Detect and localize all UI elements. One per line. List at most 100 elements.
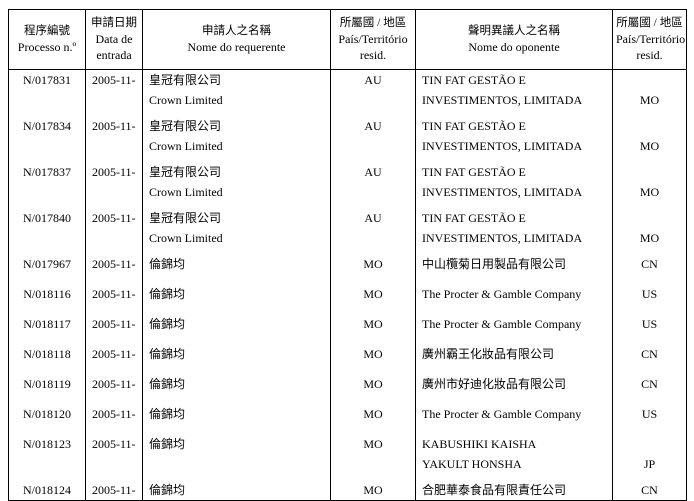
- column-header-opponent: 聲明異議人之名稱 Nome do oponente: [415, 9, 613, 70]
- cell-line: N/017837: [23, 165, 71, 179]
- cell-line: N/018124: [23, 483, 71, 497]
- cell-line: N/018117: [23, 317, 71, 331]
- row-spacer-cell: [415, 394, 613, 404]
- cell-opponent-name: 合肥華泰食品有限責任公司: [415, 480, 613, 501]
- empty-line: [92, 228, 136, 248]
- cell-date: 2005-11-25: [85, 404, 143, 424]
- cell-line: 倫錦均: [149, 377, 186, 391]
- row-spacer-cell: [613, 394, 687, 404]
- row-spacer-cell: [85, 394, 143, 404]
- cell-line: 2005-11-25: [92, 287, 136, 301]
- row-spacer-cell: [85, 274, 143, 284]
- cell-opponent-country: MO: [613, 116, 687, 156]
- row-spacer-cell: [415, 202, 613, 208]
- empty-line: [15, 228, 79, 248]
- row-spacer-cell: [415, 248, 613, 254]
- row-spacer-cell: [415, 424, 613, 434]
- empty-line: [92, 454, 136, 474]
- empty-line: [619, 162, 680, 182]
- row-spacer-cell: [613, 364, 687, 374]
- row-spacer-cell: [85, 110, 143, 116]
- cell-line: N/017834: [23, 119, 71, 133]
- cell-line: Crown Limited: [149, 93, 223, 107]
- cell-date: 2005-11-28: [85, 116, 143, 156]
- cell-line: The Procter & Gamble Company: [422, 407, 582, 421]
- cell-line: The Procter & Gamble Company: [422, 317, 582, 331]
- cell-line: 2005-11-28: [92, 119, 136, 133]
- cell-line: MO: [363, 317, 383, 331]
- row-spacer: [8, 474, 687, 480]
- row-spacer-cell: [85, 334, 143, 344]
- column-header-applicant: 申請人之名稱 Nome do requerente: [142, 9, 331, 70]
- cell-applicant-country: MO: [330, 284, 416, 304]
- row-spacer-cell: [613, 304, 687, 314]
- cell-line: TIN FAT GESTÃO E: [422, 119, 526, 133]
- cell-line: 倫錦均: [149, 483, 186, 497]
- cell-line: KABUSHIKI KAISHA: [422, 437, 537, 451]
- cell-opponent-country: JP: [613, 434, 687, 474]
- row-spacer-cell: [142, 202, 331, 208]
- cell-applicant-country: AU: [330, 116, 416, 156]
- column-header-process: 程序編號 Processo n.º: [8, 9, 86, 70]
- row-spacer-cell: [8, 110, 86, 116]
- empty-line: [337, 228, 409, 248]
- cell-line: Crown Limited: [149, 139, 223, 153]
- cell-line: CN: [641, 377, 658, 391]
- row-spacer-cell: [330, 424, 416, 434]
- row-spacer-cell: [415, 334, 613, 344]
- cell-applicant-name: 皇冠有限公司 Crown Limited: [142, 69, 331, 110]
- row-spacer-cell: [415, 110, 613, 116]
- table-header: 程序編號 Processo n.º 申請日期 Data de entrada 申…: [8, 9, 687, 70]
- cell-date: 2005-11-28: [85, 208, 143, 248]
- cell-line: AU: [364, 211, 382, 225]
- cell-opponent-name: The Procter & Gamble Company: [415, 404, 613, 424]
- cell-line: N/018120: [23, 407, 71, 421]
- cell-applicant-country: MO: [330, 344, 416, 364]
- empty-line: [619, 116, 680, 136]
- empty-line: [92, 182, 136, 202]
- row-spacer: [8, 110, 687, 116]
- row-spacer-cell: [85, 474, 143, 480]
- row-spacer-cell: [330, 248, 416, 254]
- row-spacer-cell: [415, 304, 613, 314]
- cell-line: 2005-11-25: [92, 257, 136, 271]
- column-header-process-zh: 程序編號: [24, 25, 70, 37]
- cell-applicant-name: 倫錦均: [142, 374, 331, 394]
- cell-line: 皇冠有限公司: [149, 119, 222, 133]
- cell-line: N/017831: [23, 73, 71, 87]
- cell-process: N/017837: [8, 162, 86, 202]
- cell-process: N/018124: [8, 480, 86, 501]
- cell-line: MO: [639, 231, 660, 245]
- empty-line: [92, 136, 136, 156]
- empty-line: [337, 90, 409, 110]
- cell-applicant-name: 倫錦均: [142, 314, 331, 334]
- column-header-date-pt-line2: entrada: [96, 48, 132, 62]
- table-row: N/018120 2005-11-25 倫錦均 MO The Procter & Gam…: [8, 404, 687, 424]
- row-spacer-cell: [415, 156, 613, 162]
- column-header-opponent-country-pt-line1: País/Território: [616, 32, 686, 46]
- table-row: N/018118 2005-11-25 倫錦均 MO 廣州霸王化妝品有限公司 CN: [8, 344, 687, 364]
- empty-line: [15, 454, 79, 474]
- table-body: N/017831 2005-11-28 皇冠有限公司 Crown Limited A…: [8, 69, 687, 501]
- cell-opponent-country: MO: [613, 70, 687, 111]
- column-header-opponent-country-zh: 所屬國 / 地區: [616, 17, 683, 29]
- cell-line: CN: [641, 257, 658, 271]
- cell-applicant-name: 皇冠有限公司 Crown Limited: [142, 116, 331, 156]
- table-row: N/018123 2005-11-25 倫錦均 MO KABUSHIKI KAI…: [8, 434, 687, 474]
- row-spacer: [8, 202, 687, 208]
- row-spacer-cell: [85, 248, 143, 254]
- row-spacer: [8, 304, 687, 314]
- cell-process: N/018117: [8, 314, 86, 334]
- row-spacer-cell: [415, 474, 613, 480]
- row-spacer-cell: [613, 424, 687, 434]
- cell-line: MO: [363, 377, 383, 391]
- cell-line: 2005-11-25: [92, 377, 136, 391]
- row-spacer-cell: [142, 334, 331, 344]
- empty-line: [619, 208, 680, 228]
- cell-line: TIN FAT GESTÃO E: [422, 165, 526, 179]
- cell-process: N/018119: [8, 374, 86, 394]
- cell-date: 2005-11-25: [85, 434, 143, 474]
- cell-line: CN: [641, 347, 658, 361]
- table-row: N/017840 2005-11-28 皇冠有限公司 Crown Limited A…: [8, 208, 687, 248]
- column-header-applicant-country-pt-line2: resid.: [359, 48, 387, 62]
